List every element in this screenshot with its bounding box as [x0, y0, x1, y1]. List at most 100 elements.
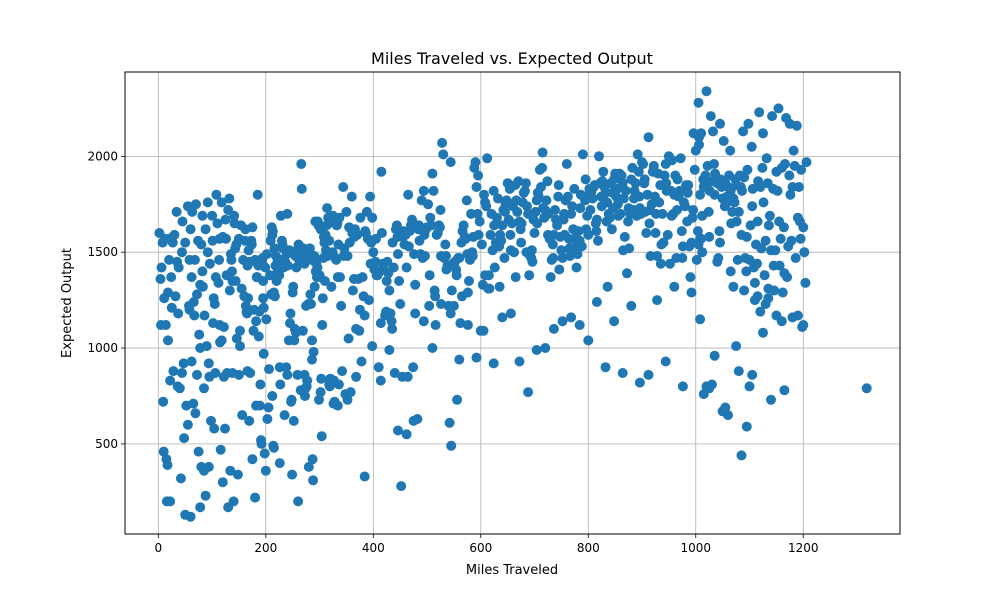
data-point	[759, 270, 770, 281]
data-point	[600, 362, 611, 373]
data-point	[418, 316, 429, 327]
data-point	[527, 256, 538, 267]
data-point	[462, 287, 473, 298]
data-point	[574, 320, 585, 330]
data-point	[220, 214, 231, 225]
data-point	[235, 325, 245, 336]
data-point	[200, 224, 211, 235]
data-point	[732, 254, 743, 265]
data-point	[187, 206, 198, 217]
data-point	[482, 153, 493, 164]
data-point	[427, 168, 438, 179]
y-tick-label: 500	[95, 437, 118, 451]
data-point	[623, 216, 634, 227]
data-point	[485, 229, 496, 240]
data-point	[288, 415, 299, 426]
data-point	[204, 258, 215, 269]
data-point	[171, 206, 182, 217]
data-point	[427, 343, 438, 353]
data-point	[424, 300, 435, 311]
data-point	[703, 206, 714, 217]
data-point	[747, 369, 758, 380]
data-point	[210, 368, 221, 378]
data-point	[752, 258, 762, 269]
data-point	[290, 327, 301, 338]
data-point	[747, 201, 758, 212]
data-point	[744, 381, 755, 392]
data-point	[331, 254, 342, 265]
data-point	[497, 312, 508, 323]
data-point	[633, 166, 644, 177]
y-axis-label: Expected Output	[60, 248, 75, 358]
data-point	[695, 189, 706, 200]
data-point	[776, 316, 787, 327]
data-point	[357, 272, 368, 283]
data-point	[221, 233, 231, 244]
data-point	[729, 197, 740, 208]
data-point	[244, 415, 255, 426]
data-point	[393, 249, 403, 260]
data-point	[794, 182, 804, 192]
data-point	[755, 182, 766, 192]
data-point	[705, 111, 716, 122]
data-point	[173, 308, 184, 319]
data-point	[624, 243, 635, 254]
data-point	[306, 299, 316, 309]
data-point	[212, 218, 223, 229]
data-point	[741, 421, 752, 432]
data-point	[770, 245, 781, 256]
data-point	[160, 320, 171, 330]
data-point	[454, 253, 465, 263]
data-point	[202, 197, 213, 208]
x-tick-label: 600	[469, 541, 492, 555]
data-point	[731, 341, 742, 352]
data-point	[282, 369, 293, 380]
data-point	[791, 120, 802, 131]
data-point	[164, 254, 175, 265]
data-point	[194, 329, 205, 340]
data-point	[243, 293, 254, 304]
data-point	[304, 243, 315, 254]
data-point	[617, 178, 628, 189]
data-point	[269, 243, 280, 254]
data-point	[480, 270, 491, 281]
data-point	[561, 159, 572, 169]
data-point	[227, 266, 237, 277]
data-point	[754, 107, 765, 118]
data-point	[389, 368, 400, 378]
data-point	[548, 253, 559, 263]
data-point	[425, 212, 436, 223]
data-point	[505, 229, 516, 240]
data-point	[170, 291, 181, 302]
data-point	[617, 368, 628, 378]
data-point	[725, 145, 736, 156]
data-point	[501, 195, 512, 206]
data-point	[367, 341, 378, 352]
data-point	[165, 375, 176, 386]
data-point	[309, 281, 320, 292]
data-point	[680, 201, 690, 212]
data-point	[556, 245, 567, 256]
data-point	[182, 419, 193, 430]
data-point	[766, 394, 776, 405]
data-point	[263, 402, 274, 413]
x-tick-label: 1200	[788, 541, 819, 555]
data-point	[436, 299, 446, 309]
data-point	[524, 270, 535, 281]
data-point	[162, 460, 173, 470]
data-point	[296, 159, 307, 169]
data-point	[351, 323, 362, 334]
data-point	[792, 310, 803, 321]
data-point	[197, 281, 208, 292]
data-point	[688, 205, 699, 215]
data-point	[199, 310, 210, 321]
data-point	[275, 379, 286, 390]
data-point	[756, 243, 767, 254]
data-point	[473, 229, 484, 240]
data-point	[352, 229, 363, 240]
data-point	[324, 379, 335, 390]
data-point	[752, 291, 763, 302]
data-point	[356, 356, 367, 367]
data-point	[197, 266, 208, 277]
